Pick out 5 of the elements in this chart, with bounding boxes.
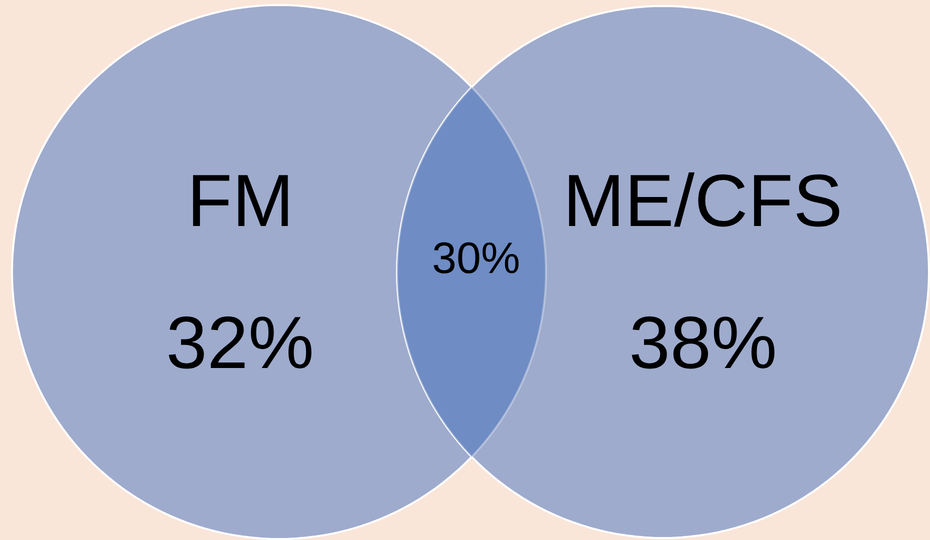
category-label: FM — [187, 159, 294, 242]
data-label: 32% — [166, 301, 314, 384]
data-label: 30% — [432, 234, 520, 283]
data-label: 38% — [629, 301, 778, 384]
category-label: ME/CFS — [563, 159, 843, 242]
